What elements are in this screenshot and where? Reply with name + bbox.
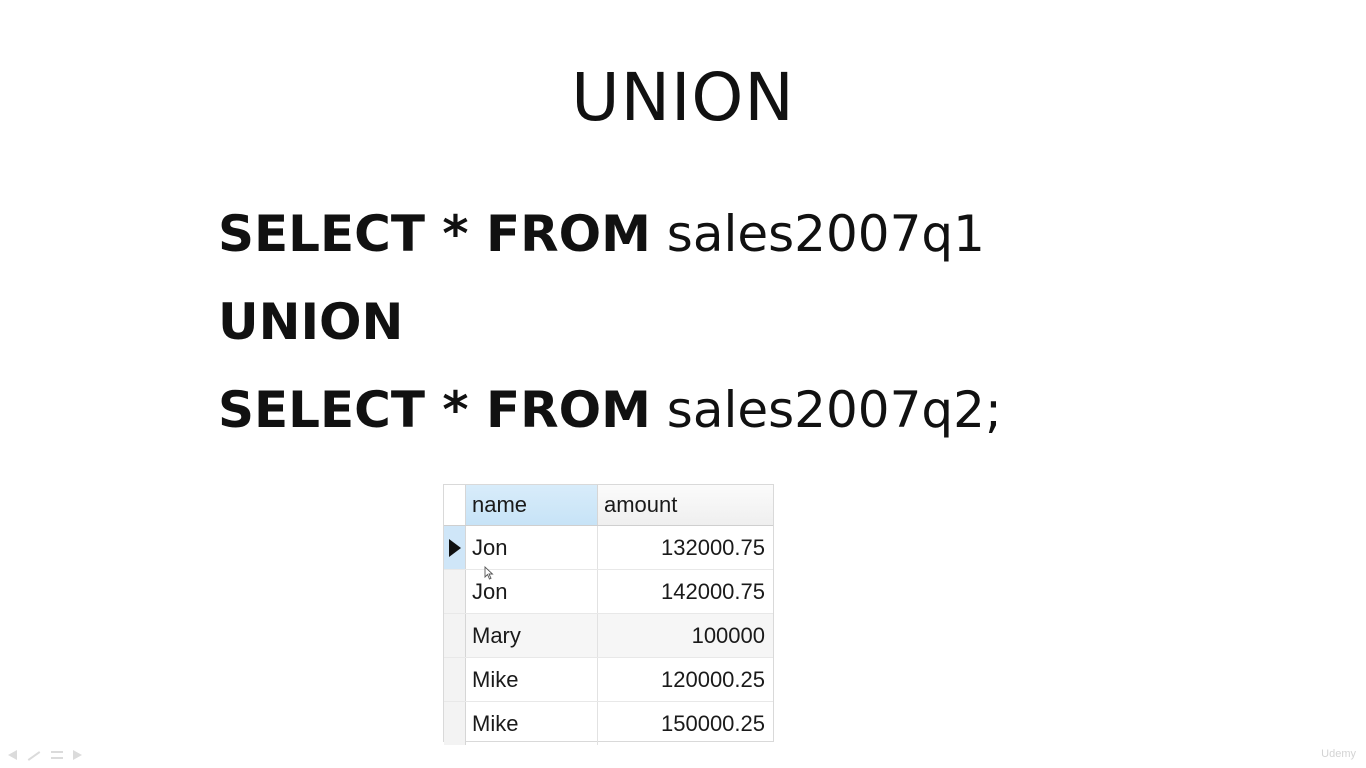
menu-icon[interactable]: [51, 751, 63, 759]
sql-line-3: SELECT * FROM sales2007q2;: [218, 366, 1002, 454]
cell-amount[interactable]: 142000.75: [661, 579, 765, 604]
sql-keywords: SELECT * FROM: [218, 381, 651, 439]
sql-line-2: UNION: [218, 278, 1002, 366]
cell-amount[interactable]: 100000: [598, 614, 773, 657]
sql-code-block: SELECT * FROM sales2007q1 UNION SELECT *…: [218, 190, 1002, 454]
table-row[interactable]: Mike 120000.25: [444, 658, 773, 702]
sql-keywords: UNION: [218, 293, 404, 351]
row-selector[interactable]: [444, 614, 466, 657]
table-row[interactable]: Jon 142000.75: [444, 570, 773, 614]
sql-table-name: sales2007q1: [650, 205, 985, 263]
cell-name[interactable]: Jon: [466, 526, 598, 569]
query-result-grid: name amount Jon 132000.75 Jon 142000.75 …: [443, 484, 774, 745]
row-selector[interactable]: [444, 658, 466, 701]
next-slide-icon[interactable]: [73, 750, 82, 760]
table-row[interactable]: Mike 150000.25: [444, 702, 773, 745]
cell-name[interactable]: Mary: [466, 614, 598, 657]
slide-controls: [8, 750, 82, 761]
slide-title: UNION: [571, 59, 795, 136]
cell-name[interactable]: Mike: [466, 702, 598, 745]
sql-table-name: sales2007q2;: [650, 381, 1002, 439]
cell-amount[interactable]: 150000.25: [661, 711, 765, 736]
row-selector[interactable]: [444, 570, 466, 613]
column-header-amount[interactable]: amount: [598, 485, 773, 525]
header-row-gutter: [444, 485, 466, 525]
cell-name[interactable]: Jon: [466, 570, 598, 613]
mouse-cursor-icon: [484, 566, 494, 580]
row-selector[interactable]: [444, 702, 466, 745]
sql-keywords: SELECT * FROM: [218, 205, 651, 263]
pen-icon[interactable]: [27, 751, 41, 761]
cell-amount[interactable]: 120000.25: [661, 667, 765, 692]
sql-line-1: SELECT * FROM sales2007q1: [218, 190, 1002, 278]
column-header-name[interactable]: name: [466, 485, 598, 525]
current-row-arrow-icon: [449, 539, 461, 557]
cell-name[interactable]: Mike: [466, 658, 598, 701]
row-selector[interactable]: [444, 526, 466, 569]
grid-header-row: name amount: [444, 485, 773, 526]
previous-slide-icon[interactable]: [8, 750, 17, 760]
cell-amount[interactable]: 132000.75: [661, 535, 765, 560]
table-row[interactable]: Jon 132000.75: [444, 526, 773, 570]
table-row[interactable]: Mary 100000: [444, 614, 773, 658]
udemy-watermark: Udemy: [1321, 748, 1356, 760]
